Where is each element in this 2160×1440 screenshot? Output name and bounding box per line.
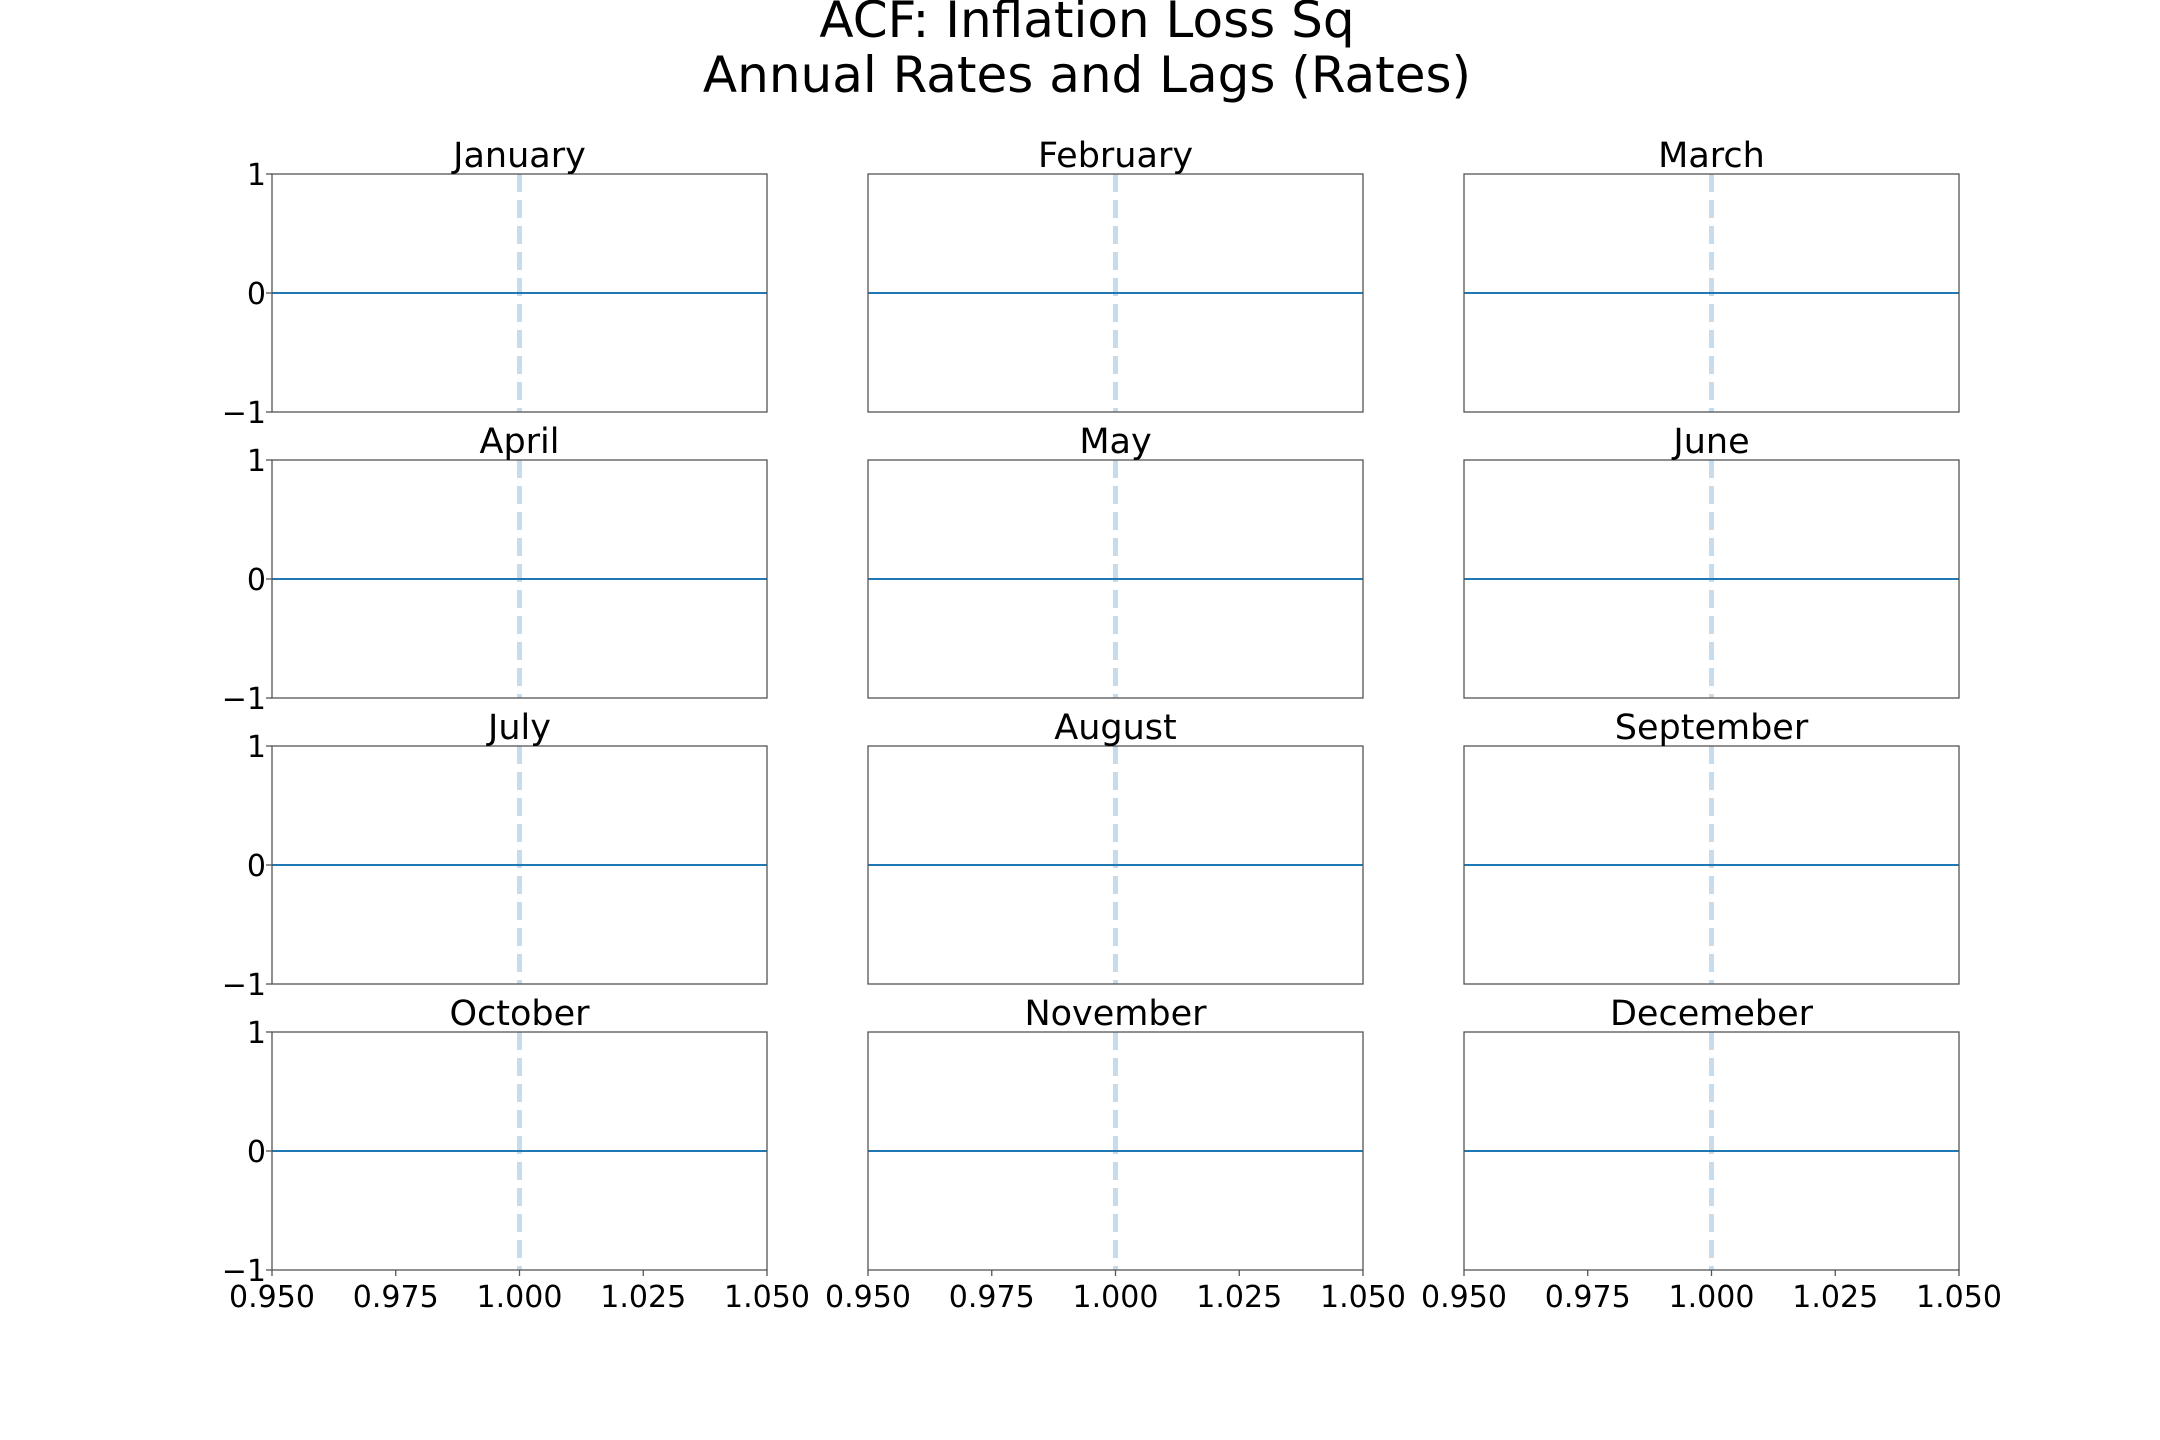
panel-november: November 0.950 0.975 1.000 1.025 1.050 — [825, 994, 1406, 1315]
y-tick-label: −1 — [222, 1254, 266, 1289]
x-tick-label: 0.975 — [1545, 1280, 1631, 1315]
x-tick-label: 1.000 — [1669, 1280, 1755, 1315]
y-tick-label: 0 — [247, 849, 266, 884]
panel-march: March — [1463, 136, 1960, 413]
x-tick-label: 0.950 — [229, 1280, 315, 1315]
panel-frame — [1463, 459, 1960, 699]
y-tick-label: 1 — [247, 158, 266, 193]
x-tick-label: 1.000 — [477, 1280, 563, 1315]
panel-april: April 1 0 −1 — [222, 422, 768, 717]
panel-title: January — [451, 136, 586, 176]
figure-title-line-2: Annual Rates and Lags (Rates) — [703, 46, 1471, 104]
panel-grid: January 1 0 −1 February March April 1 0 −1 May June… — [222, 136, 2002, 1315]
panel-frame — [867, 459, 1364, 699]
x-tick-label: 1.025 — [600, 1280, 686, 1315]
y-tick-label: 1 — [247, 730, 266, 765]
panel-frame — [867, 173, 1364, 413]
x-tick-label: 0.950 — [1421, 1280, 1507, 1315]
panel-frame — [867, 745, 1364, 985]
panel-decemeber: Decemeber 0.950 0.975 1.000 1.025 1.050 — [1421, 994, 2002, 1315]
panel-title: November — [1024, 994, 1207, 1034]
panel-title: October — [449, 994, 590, 1034]
panel-title: February — [1038, 136, 1193, 176]
panel-title: September — [1615, 708, 1809, 748]
x-tick-label: 1.025 — [1196, 1280, 1282, 1315]
panel-title: March — [1658, 136, 1765, 176]
y-tick-label: 0 — [247, 277, 266, 312]
x-tick-label: 0.975 — [353, 1280, 439, 1315]
x-tick-label: 1.000 — [1073, 1280, 1159, 1315]
panel-title: July — [486, 708, 551, 748]
panel-september: September — [1463, 708, 1960, 985]
y-tick-label: 1 — [247, 1016, 266, 1051]
y-tick-label: 1 — [247, 444, 266, 479]
panel-may: May — [867, 422, 1364, 699]
panel-january: January 1 0 −1 — [222, 136, 768, 431]
y-tick-label: −1 — [222, 968, 266, 1003]
y-tick-label: 0 — [247, 1135, 266, 1170]
x-tick-label: 0.950 — [825, 1280, 911, 1315]
panel-frame — [1463, 745, 1960, 985]
panel-august: August — [867, 708, 1364, 985]
panel-july: July 1 0 −1 — [222, 708, 768, 1003]
x-tick-label: 1.050 — [1916, 1280, 2002, 1315]
panel-february: February — [867, 136, 1364, 413]
panel-title: April — [480, 422, 560, 462]
x-tick-label: 1.050 — [724, 1280, 810, 1315]
x-tick-label: 0.975 — [949, 1280, 1035, 1315]
x-tick-label: 1.025 — [1792, 1280, 1878, 1315]
panel-october: October 1 0 −10.950 0.975 1.000 1.025 1.050 — [222, 994, 810, 1315]
panel-title: August — [1054, 708, 1176, 748]
panel-title: Decemeber — [1610, 994, 1814, 1034]
figure-title-line-1: ACF: Inflation Loss Sq — [819, 0, 1354, 49]
y-tick-label: 0 — [247, 563, 266, 598]
panel-june: June — [1463, 422, 1960, 699]
y-tick-label: −1 — [222, 682, 266, 717]
panel-title: June — [1671, 422, 1749, 462]
y-tick-label: −1 — [222, 396, 266, 431]
panel-title: May — [1079, 422, 1151, 462]
panel-frame — [1463, 173, 1960, 413]
x-tick-label: 1.050 — [1320, 1280, 1406, 1315]
